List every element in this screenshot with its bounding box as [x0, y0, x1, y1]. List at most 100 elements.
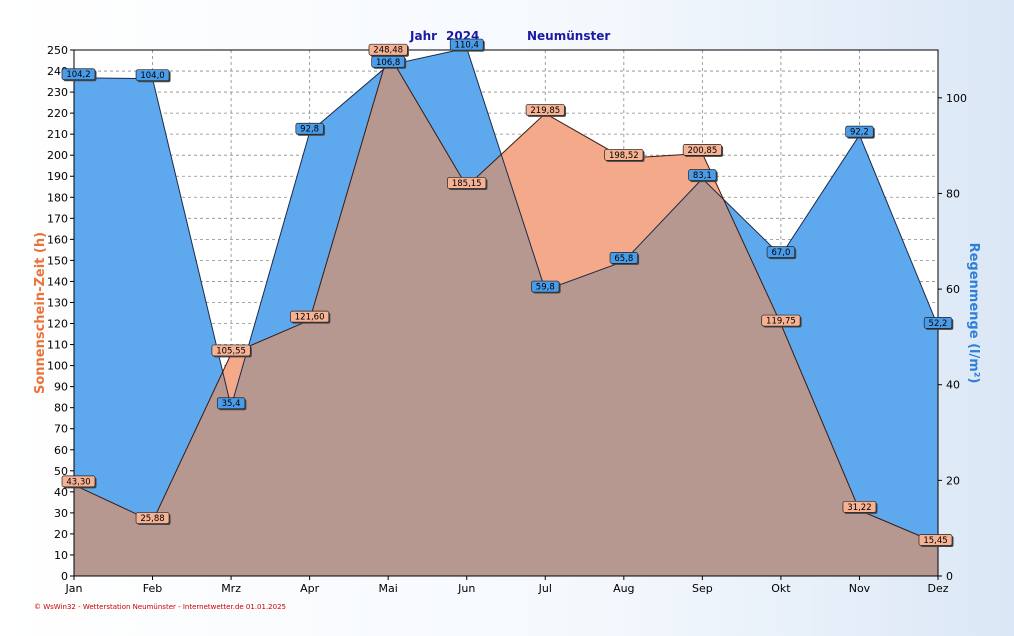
x-tick-label: Dez	[927, 582, 948, 595]
left-tick-label: 70	[54, 423, 68, 436]
x-tick-label: Okt	[771, 582, 791, 595]
rain-data-label-box	[449, 38, 484, 51]
x-tick-label: Jun	[457, 582, 475, 595]
sunshine-data-label: 248,48	[373, 46, 403, 56]
sunshine-data-label-box	[447, 177, 487, 189]
right-tick-label: 60	[946, 283, 960, 296]
sunshine-data-label-box	[918, 534, 953, 546]
rain-data-label-box	[766, 246, 796, 258]
rain-data-label-box	[845, 125, 874, 138]
sunshine-data-label: 121,60	[295, 313, 325, 323]
sunshine-data-label-box	[368, 43, 408, 56]
sunshine-data-label: 200,85	[687, 146, 717, 156]
rain-data-label: 104,2	[66, 70, 90, 80]
rain-data-label-box	[609, 252, 638, 264]
left-tick-label: 170	[47, 212, 68, 225]
sunshine-line	[73, 51, 939, 544]
x-tick-label: Nov	[849, 582, 871, 595]
sunshine-data-label-box	[290, 310, 330, 323]
left-tick-label: 210	[47, 128, 68, 141]
chart-title-station: Neumünster	[527, 29, 610, 43]
rain-data-label: 106,8	[376, 58, 400, 68]
x-tick-label: Aug	[613, 582, 634, 595]
right-tick-label: 0	[946, 570, 953, 583]
left-axis-ticks: 0 10 20 30 40 50 60 70 80 90 100 110 120 130 140 150 160…	[47, 44, 74, 583]
rain-data-label-box	[135, 69, 170, 82]
left-tick-label: 150	[47, 254, 68, 267]
rain-data-label: 67,0	[771, 248, 790, 258]
left-tick-label: 220	[47, 107, 68, 120]
left-tick-label: 200	[47, 149, 68, 162]
sunshine-data-label-box	[61, 475, 96, 488]
rain-data-label: 65,8	[614, 254, 633, 264]
x-tick-label: Jan	[65, 582, 83, 595]
right-tick-label: 100	[946, 92, 967, 105]
rain-data-label: 92,8	[300, 125, 319, 135]
sunshine-data-label: 185,15	[452, 179, 482, 189]
left-tick-label: 230	[47, 86, 68, 99]
left-tick-label: 80	[54, 402, 68, 415]
rain-data-label: 59,8	[536, 283, 555, 293]
rain-data-label-box	[216, 397, 246, 410]
plot-frame	[73, 49, 939, 577]
overlap-area	[74, 63, 938, 577]
left-tick-label: 160	[47, 233, 68, 246]
left-tick-label: 130	[47, 296, 68, 309]
rain-data-label-box	[295, 122, 324, 135]
sunshine-data-label: 219,85	[530, 106, 560, 116]
chart-title-year-label: Jahr	[409, 29, 437, 43]
rain-data-label: 92,2	[850, 128, 869, 138]
right-tick-label: 20	[946, 474, 960, 487]
sunshine-data-label-box	[211, 344, 251, 357]
left-tick-label: 100	[47, 360, 68, 373]
x-axis-ticks: Jan Feb Mrz Apr Mai Jun Jul Aug Sep Okt Nov Dez	[65, 576, 949, 595]
sunshine-data-label-box	[525, 104, 565, 116]
left-axis-label: Sonnenschein-Zeit (h)	[33, 232, 48, 394]
rain-data-label-box	[371, 55, 406, 68]
left-tick-label: 40	[54, 486, 68, 499]
left-tick-label: 60	[54, 444, 68, 457]
rain-data-label: 104,0	[140, 71, 164, 81]
data-labels: 43,30 25,88 105,55 121,60 248,48 185,15 219,85…	[61, 38, 954, 547]
x-tick-label: Feb	[143, 582, 162, 595]
right-axis-ticks: 0 20 40 60 80 100	[938, 92, 967, 583]
sunshine-data-label: 15,45	[923, 536, 947, 546]
sunshine-data-label: 31,22	[847, 503, 871, 513]
left-tick-label: 50	[54, 465, 68, 478]
left-tick-label: 140	[47, 275, 68, 288]
sunshine-data-label-box	[682, 144, 722, 156]
rain-data-label-box	[923, 317, 953, 329]
x-tick-label: Mai	[379, 582, 398, 595]
sunshine-data-label: 43,30	[66, 477, 90, 487]
rain-data-label: 110,4	[455, 41, 479, 51]
rain-data-label-box	[688, 169, 717, 181]
x-tick-label: Apr	[300, 582, 320, 595]
left-tick-label: 0	[61, 570, 68, 583]
left-tick-label: 180	[47, 191, 68, 204]
x-tick-label: Mrz	[221, 582, 241, 595]
rain-data-label-box	[531, 280, 560, 293]
right-axis-label: Regenmenge (l/m²)	[966, 243, 981, 384]
left-tick-label: 250	[47, 44, 68, 57]
left-tick-label: 110	[47, 339, 68, 352]
sunshine-data-label: 105,55	[216, 346, 246, 356]
left-tick-label: 120	[47, 318, 68, 331]
sunshine-data-label-box	[761, 314, 801, 327]
x-tick-label: Sep	[692, 582, 713, 595]
rain-data-label: 83,1	[693, 171, 712, 181]
footer-credit: © WsWin32 - Wetterstation Neumünster - I…	[34, 603, 286, 611]
left-tick-label: 30	[54, 507, 68, 520]
left-tick-label: 20	[54, 528, 68, 541]
rain-data-label: 52,2	[929, 319, 948, 329]
right-tick-label: 40	[946, 379, 960, 392]
sunshine-data-label-box	[135, 512, 170, 524]
left-tick-label: 90	[54, 381, 68, 394]
sunshine-data-label: 119,75	[766, 317, 796, 327]
left-tick-label: 190	[47, 170, 68, 183]
sunshine-data-label-box	[604, 148, 644, 161]
right-tick-label: 80	[946, 187, 960, 200]
rain-data-label-box	[61, 68, 96, 81]
left-tick-label: 10	[54, 549, 68, 562]
sunshine-data-label: 25,88	[140, 514, 164, 524]
